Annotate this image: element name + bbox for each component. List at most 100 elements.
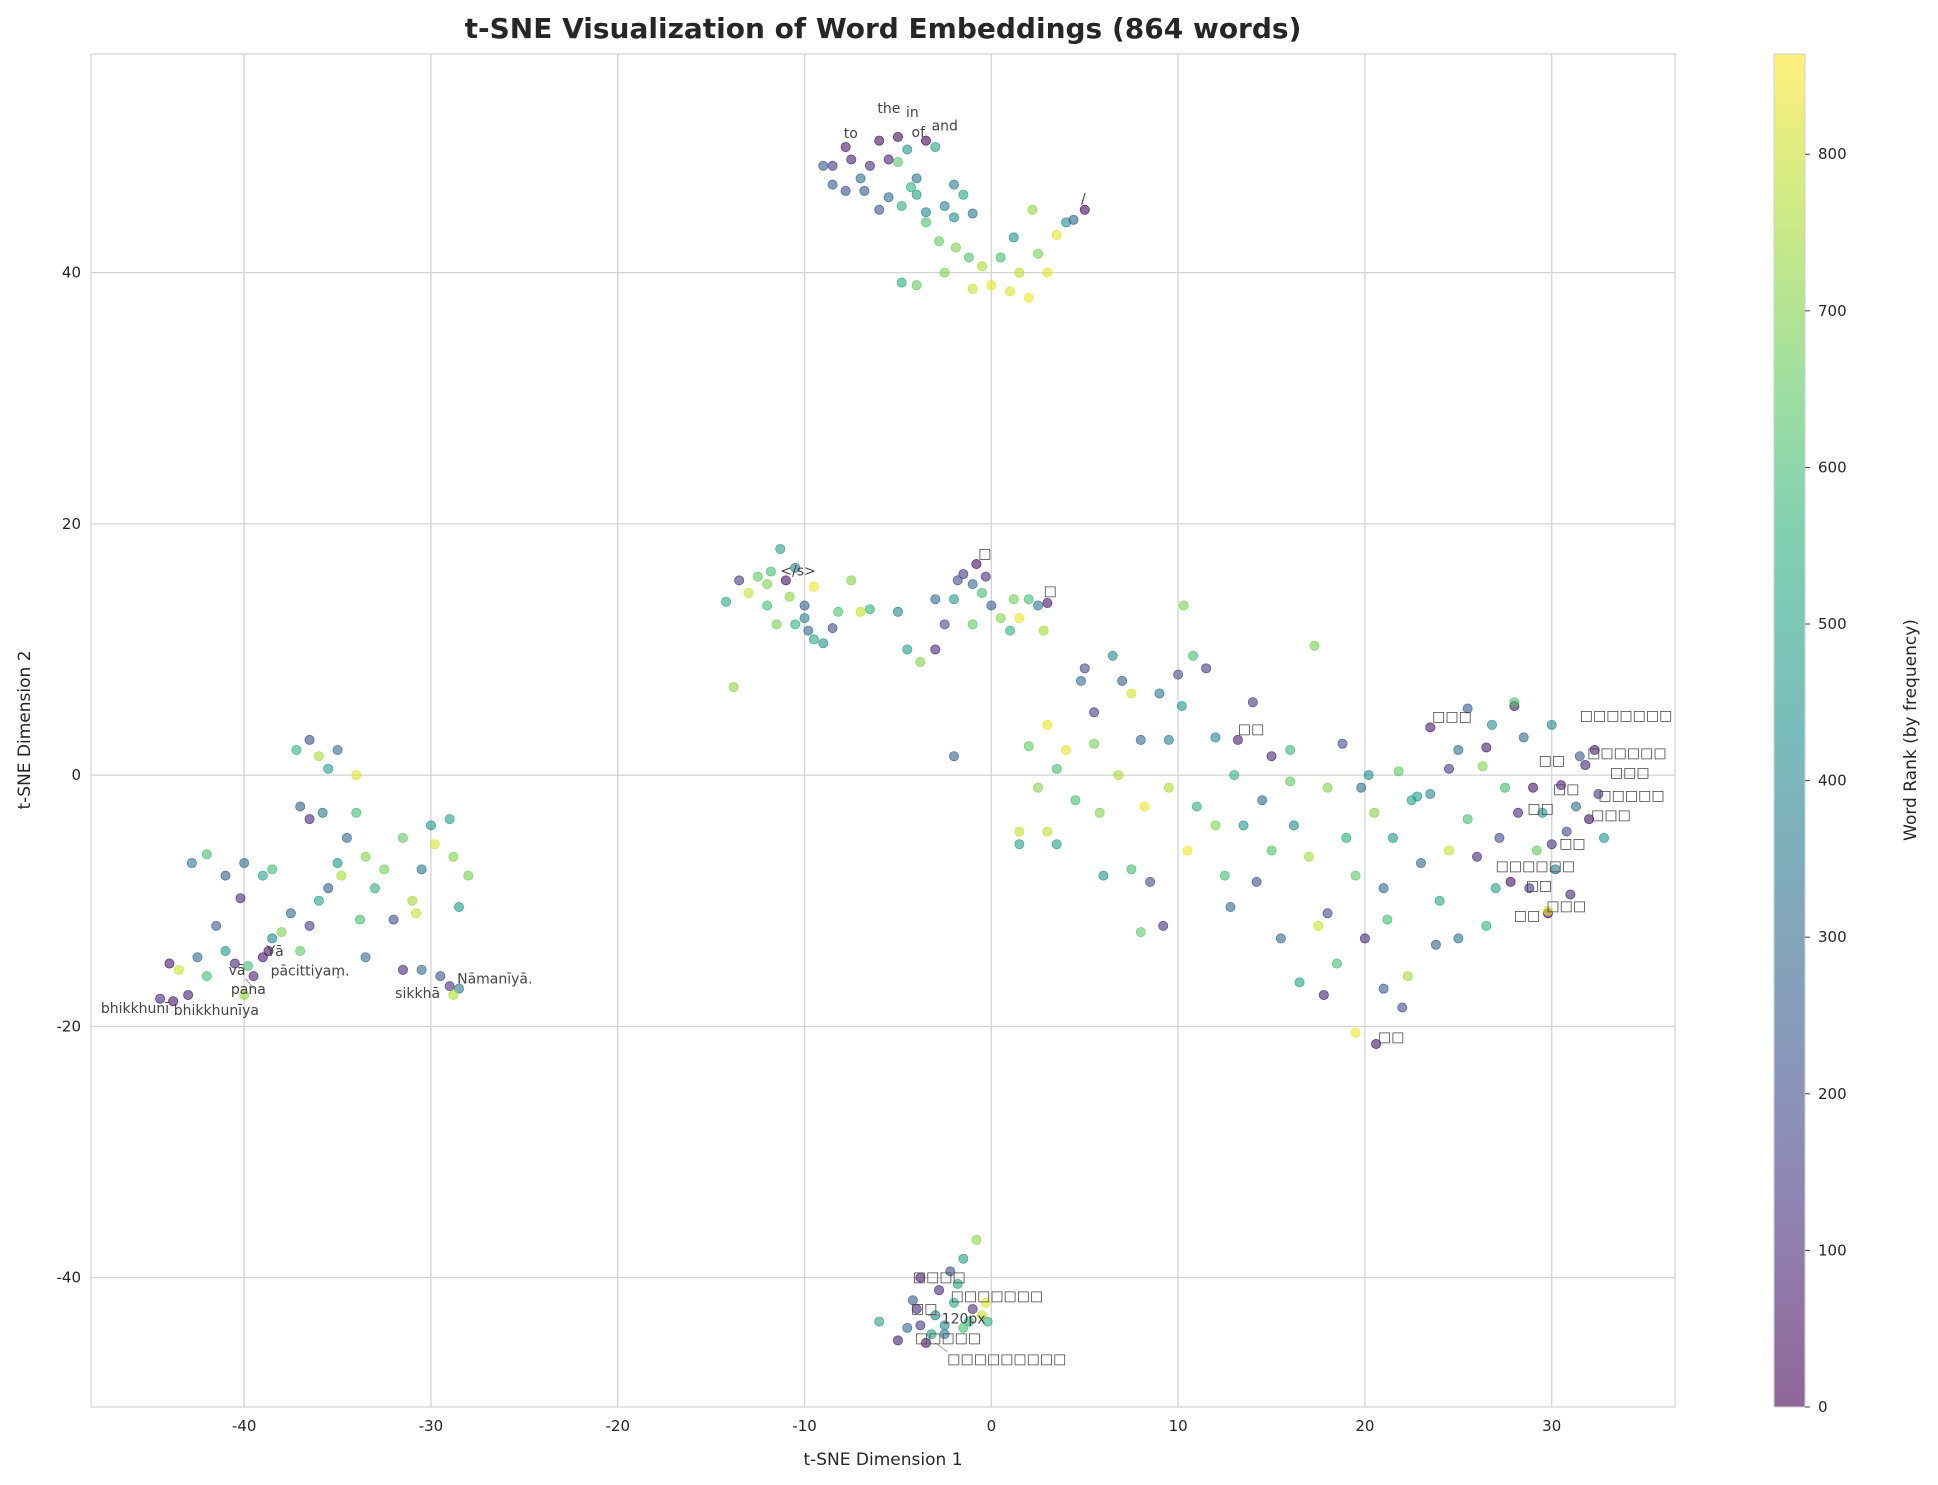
word-point xyxy=(827,160,838,171)
word-point xyxy=(323,883,334,894)
word-point xyxy=(1356,782,1367,793)
x-tick-label: -40 xyxy=(232,1417,257,1435)
word-point xyxy=(1415,858,1426,869)
word-point xyxy=(1163,782,1174,793)
word-point xyxy=(1378,883,1389,894)
word-point xyxy=(784,591,795,602)
word-point xyxy=(360,952,371,963)
word-point xyxy=(846,575,857,586)
word-point xyxy=(1113,770,1124,781)
word-point xyxy=(1584,814,1595,825)
word-point xyxy=(1486,719,1497,730)
word-point xyxy=(1117,675,1128,686)
word-label: □□ xyxy=(1527,801,1553,817)
word-point xyxy=(971,1234,982,1245)
word-point xyxy=(295,801,306,812)
word-point xyxy=(1322,782,1333,793)
word-point xyxy=(920,207,931,218)
word-point xyxy=(1275,933,1286,944)
word-label: pācittiyaṃ. xyxy=(271,964,350,980)
word-point xyxy=(267,933,278,944)
word-label: the xyxy=(877,101,900,117)
x-tick-labels: -40 -30 -20 -10 0 10 20 30 xyxy=(232,1417,1561,1435)
word-point xyxy=(1023,741,1034,752)
word-point xyxy=(883,192,894,203)
word-point xyxy=(1513,807,1524,818)
word-point xyxy=(304,734,315,745)
word-point xyxy=(915,1320,926,1331)
word-point xyxy=(1229,770,1240,781)
word-point xyxy=(1266,845,1277,856)
word-point xyxy=(827,623,838,634)
word-point xyxy=(930,644,941,655)
colorbar-tick-label: 700 xyxy=(1818,302,1847,320)
word-label: of xyxy=(912,125,927,141)
word-point xyxy=(1337,738,1348,749)
word-point xyxy=(762,579,773,590)
word-point xyxy=(1537,807,1548,818)
word-point xyxy=(1089,738,1100,749)
word-point xyxy=(257,952,268,963)
word-point xyxy=(995,613,1006,624)
word-point xyxy=(229,958,240,969)
word-point xyxy=(874,135,885,146)
word-point xyxy=(1350,1027,1361,1038)
word-point xyxy=(958,569,969,580)
word-label: pana xyxy=(231,982,266,998)
word-point xyxy=(952,1278,963,1289)
word-point xyxy=(799,613,810,624)
word-point xyxy=(416,964,427,975)
word-point xyxy=(1556,780,1567,791)
word-label: / xyxy=(1081,191,1086,207)
word-label: □□□□□□□ xyxy=(951,1289,1044,1305)
word-point xyxy=(332,858,343,869)
colorbar-frame xyxy=(1773,53,1806,1408)
word-point xyxy=(846,154,857,165)
word-label: □□□□□ xyxy=(1598,788,1664,804)
word-point xyxy=(248,971,259,982)
word-point xyxy=(874,1316,885,1327)
colorbar-tick-label: 500 xyxy=(1818,615,1847,633)
word-label: □□□ xyxy=(1546,898,1586,914)
word-point xyxy=(453,983,464,994)
word-label: □□□ xyxy=(1610,765,1650,781)
word-point xyxy=(883,154,894,165)
word-point xyxy=(859,185,870,196)
word-point xyxy=(1033,248,1044,259)
word-point xyxy=(295,945,306,956)
grid-lines xyxy=(91,54,1675,1407)
word-point xyxy=(173,964,184,975)
word-point xyxy=(429,839,440,850)
word-label: □□ xyxy=(911,1301,937,1317)
word-point xyxy=(930,141,941,152)
word-point xyxy=(1107,650,1118,661)
word-point xyxy=(920,1337,931,1348)
word-point xyxy=(915,657,926,668)
word-point xyxy=(1154,688,1165,699)
word-label: □□ xyxy=(1526,878,1552,894)
word-point xyxy=(1257,795,1268,806)
word-point xyxy=(276,927,287,938)
x-axis-label: t-SNE Dimension 1 xyxy=(803,1450,962,1470)
word-point xyxy=(775,543,786,554)
word-point xyxy=(926,1329,937,1340)
word-point xyxy=(827,179,838,190)
colorbar-tick-labels: 0 100 200 300 400 500 600 700 800 xyxy=(1805,145,1847,1416)
colorbar-label: Word Rank (by frequency) xyxy=(1901,619,1921,841)
colorbar-tick-label: 400 xyxy=(1818,772,1847,790)
word-point xyxy=(902,1322,913,1333)
word-label: and xyxy=(932,119,958,135)
word-point xyxy=(980,1297,991,1308)
word-label: □□ xyxy=(1539,753,1565,769)
word-point xyxy=(1371,1038,1382,1049)
word-point xyxy=(1531,845,1542,856)
word-label: bhikkhunīya xyxy=(174,1003,259,1019)
word-label: sikkhā xyxy=(395,986,440,1002)
word-point xyxy=(1023,292,1034,303)
word-point xyxy=(963,252,974,263)
word-point xyxy=(950,242,961,253)
word-point xyxy=(1061,744,1072,755)
word-point xyxy=(1494,832,1505,843)
word-point xyxy=(164,958,175,969)
word-point xyxy=(1546,719,1557,730)
